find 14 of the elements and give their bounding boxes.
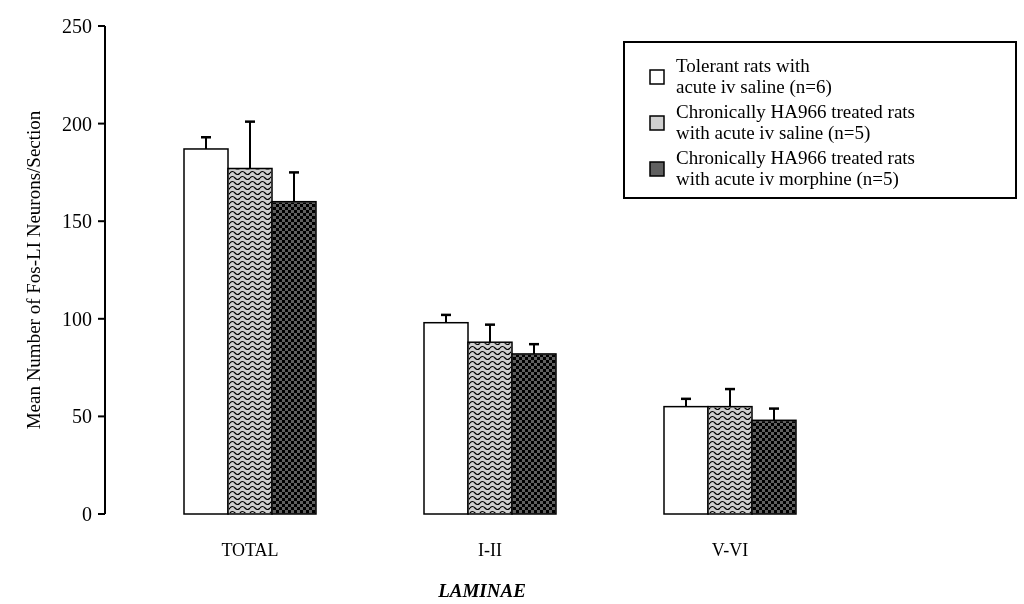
y-tick-label: 150	[62, 210, 92, 233]
x-tick-label: V-VI	[711, 540, 749, 560]
y-tick-label: 250	[62, 15, 92, 37]
y-tick-label: 50	[72, 405, 92, 428]
y-tick-label: 100	[62, 307, 92, 330]
y-tick-label: 200	[62, 112, 92, 135]
x-tick-label: TOTAL	[221, 540, 279, 560]
y-axis-title: Mean Number of Fos-LI Neurons/Section	[23, 110, 44, 430]
legend-label: Chronically HA966 treated rats with acute iv morphine (n=5)	[676, 147, 916, 190]
legend-label: Chronically HA966 treated rats with acute iv saline (n=5)	[676, 101, 916, 144]
x-tick-label: I-II	[478, 540, 502, 560]
legend-label: Tolerant rats with acute iv saline (n=6)	[676, 55, 832, 98]
y-tick-label: 0	[82, 503, 92, 525]
x-axis-title: LAMINAE	[437, 580, 526, 601]
